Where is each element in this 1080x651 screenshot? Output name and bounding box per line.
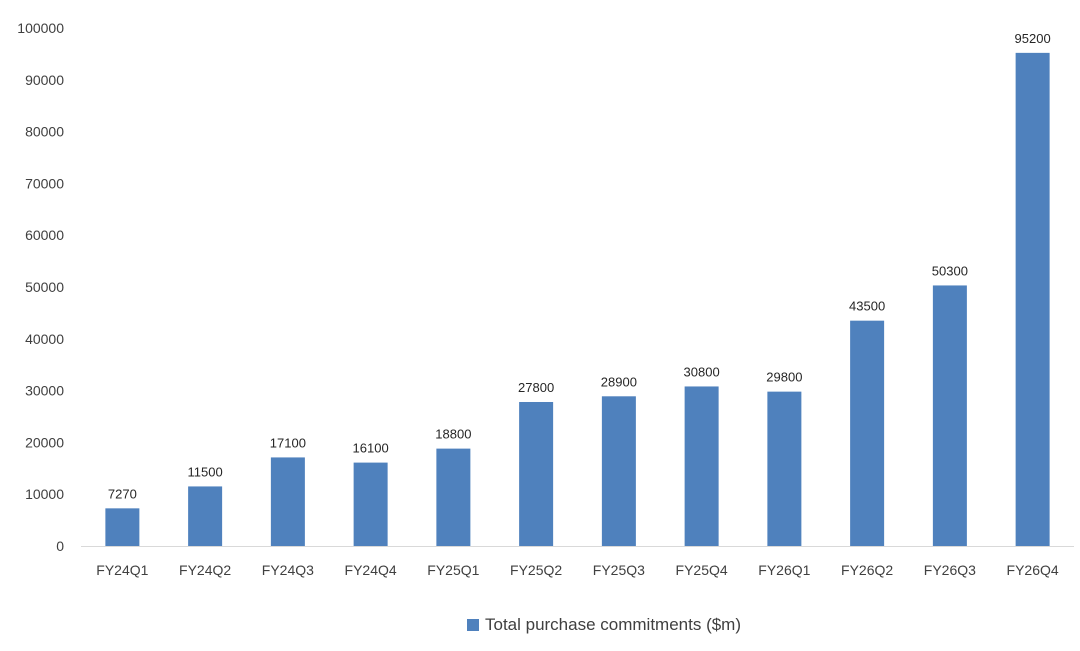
data-label: 29800	[766, 370, 802, 385]
legend: Total purchase commitments ($m)	[0, 612, 1080, 638]
bar	[684, 386, 719, 546]
data-label: 30800	[684, 364, 720, 379]
x-tick-label: FY25Q4	[676, 562, 728, 578]
x-tick-label: FY25Q3	[593, 562, 645, 578]
y-tick-label: 0	[56, 538, 64, 554]
x-tick-label: FY24Q3	[262, 562, 314, 578]
y-tick-label: 80000	[25, 124, 64, 140]
data-label: 50300	[932, 263, 968, 278]
x-tick-label: FY25Q2	[510, 562, 562, 578]
bar	[519, 401, 554, 546]
bar	[932, 285, 967, 546]
data-label: 43500	[849, 299, 885, 314]
y-tick-label: 40000	[25, 331, 64, 347]
bar	[436, 448, 471, 546]
y-tick-label: 10000	[25, 486, 64, 502]
data-label: 16100	[353, 441, 389, 456]
x-tick-label: FY26Q2	[841, 562, 893, 578]
y-tick-label: 100000	[17, 20, 64, 36]
bar	[767, 391, 802, 546]
bar	[105, 508, 140, 546]
x-tick-label: FY26Q4	[1007, 562, 1059, 578]
bar	[353, 462, 388, 546]
x-tick-label: FY26Q3	[924, 562, 976, 578]
y-axis: 0 10000 20000 30000 40000 50000 60000 70000 8000…	[17, 20, 64, 554]
y-tick-label: 70000	[25, 175, 64, 191]
y-tick-label: 20000	[25, 434, 64, 450]
y-tick-label: 50000	[25, 279, 64, 295]
data-label: 95200	[1015, 31, 1051, 46]
bar	[850, 320, 885, 546]
data-label: 17100	[270, 435, 306, 450]
x-tick-label: FY26Q1	[758, 562, 810, 578]
bar	[1015, 52, 1050, 546]
bar	[270, 457, 305, 546]
legend-label: Total purchase commitments ($m)	[484, 615, 742, 634]
data-labels: 7270 11500 17100 16100 18800 27800 28900 30800 2…	[108, 31, 1051, 501]
data-label: 18800	[435, 427, 471, 442]
data-label: 11500	[188, 464, 223, 479]
bars	[105, 52, 1050, 546]
y-tick-label: 30000	[25, 383, 64, 399]
x-tick-label: FY24Q2	[179, 562, 231, 578]
y-tick-label: 90000	[25, 72, 64, 88]
data-label: 28900	[601, 374, 637, 389]
y-tick-label: 60000	[25, 227, 64, 243]
bar	[601, 396, 636, 546]
data-label: 27800	[518, 380, 554, 395]
x-tick-label: FY25Q1	[427, 562, 479, 578]
x-tick-label: FY24Q1	[96, 562, 148, 578]
data-label: 7270	[108, 486, 137, 501]
legend-swatch	[466, 619, 479, 631]
bar	[188, 486, 223, 546]
x-tick-label: FY24Q4	[345, 562, 397, 578]
x-axis: FY24Q1 FY24Q2 FY24Q3 FY24Q4 FY25Q1 FY25Q2 FY25…	[81, 546, 1074, 578]
